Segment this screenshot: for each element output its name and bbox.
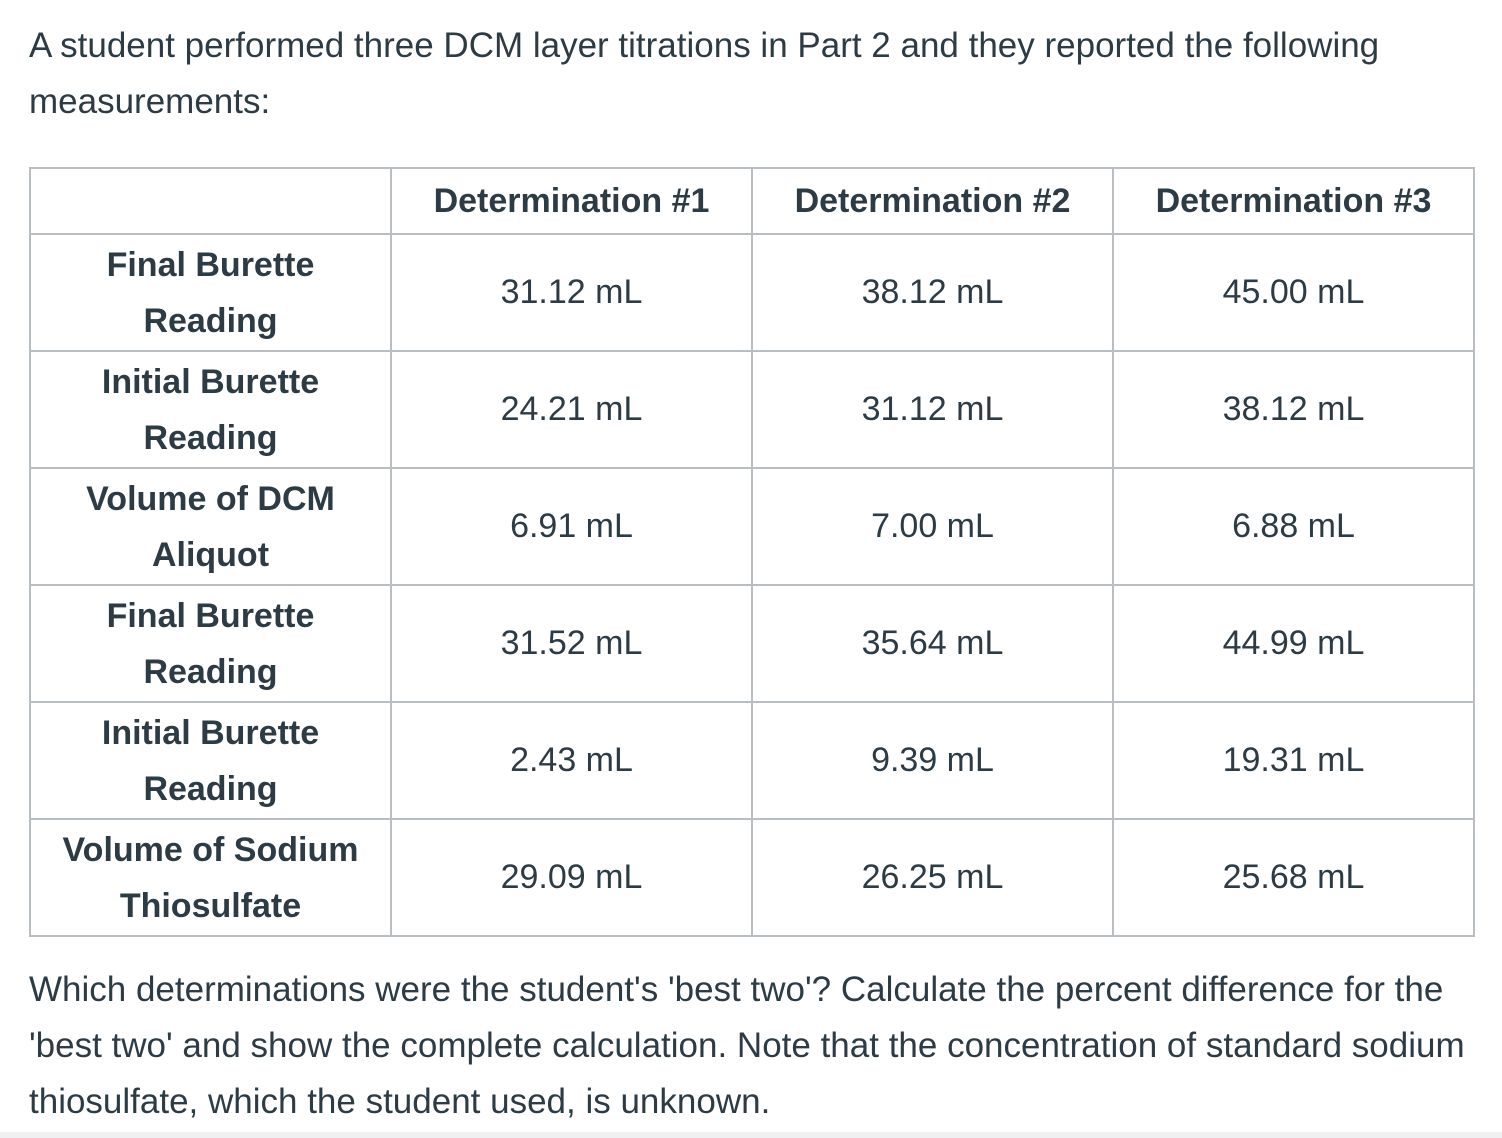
page-bottom-edge (0, 1132, 1502, 1138)
header-determination-2: Determination #2 (751, 167, 1114, 235)
corner-cell (29, 167, 392, 235)
table-row: Final Burette Reading 31.12 mL 38.12 mL … (29, 233, 1475, 352)
table-row: Final Burette Reading 31.52 mL 35.64 mL … (29, 584, 1475, 703)
cell-value: 44.99 mL (1112, 584, 1475, 703)
cell-value: 25.68 mL (1112, 818, 1475, 937)
question-text: Which determinations were the student's … (29, 970, 1465, 1121)
header-determination-3: Determination #3 (1112, 167, 1475, 235)
table-row: Initial Burette Reading 24.21 mL 31.12 m… (29, 350, 1475, 469)
row-label: Final Burette Reading (29, 584, 392, 703)
cell-value: 38.12 mL (751, 233, 1114, 352)
cell-value: 29.09 mL (390, 818, 753, 937)
cell-value: 31.12 mL (751, 350, 1114, 469)
table-row: Volume of DCM Aliquot 6.91 mL 7.00 mL 6.… (29, 467, 1475, 586)
cell-value: 26.25 mL (751, 818, 1114, 937)
cell-value: 2.43 mL (390, 701, 753, 820)
cell-value: 45.00 mL (1112, 233, 1475, 352)
cell-value: 24.21 mL (390, 350, 753, 469)
cell-value: 7.00 mL (751, 467, 1114, 586)
row-label: Volume of Sodium Thiosulfate (29, 818, 392, 937)
measurements-table: Determination #1 Determination #2 Determ… (29, 167, 1475, 937)
table-row: Initial Burette Reading 2.43 mL 9.39 mL … (29, 701, 1475, 820)
intro-text: A student performed three DCM layer titr… (29, 26, 1380, 121)
cell-value: 9.39 mL (751, 701, 1114, 820)
cell-value: 38.12 mL (1112, 350, 1475, 469)
cell-value: 31.12 mL (390, 233, 753, 352)
cell-value: 31.52 mL (390, 584, 753, 703)
header-determination-1: Determination #1 (390, 167, 753, 235)
row-label: Initial Burette Reading (29, 701, 392, 820)
cell-value: 35.64 mL (751, 584, 1114, 703)
row-label: Volume of DCM Aliquot (29, 467, 392, 586)
cell-value: 6.91 mL (390, 467, 753, 586)
table-row: Volume of Sodium Thiosulfate 29.09 mL 26… (29, 818, 1475, 937)
row-label: Final Burette Reading (29, 233, 392, 352)
table-header-row: Determination #1 Determination #2 Determ… (29, 167, 1475, 235)
cell-value: 19.31 mL (1112, 701, 1475, 820)
cell-value: 6.88 mL (1112, 467, 1475, 586)
row-label: Initial Burette Reading (29, 350, 392, 469)
